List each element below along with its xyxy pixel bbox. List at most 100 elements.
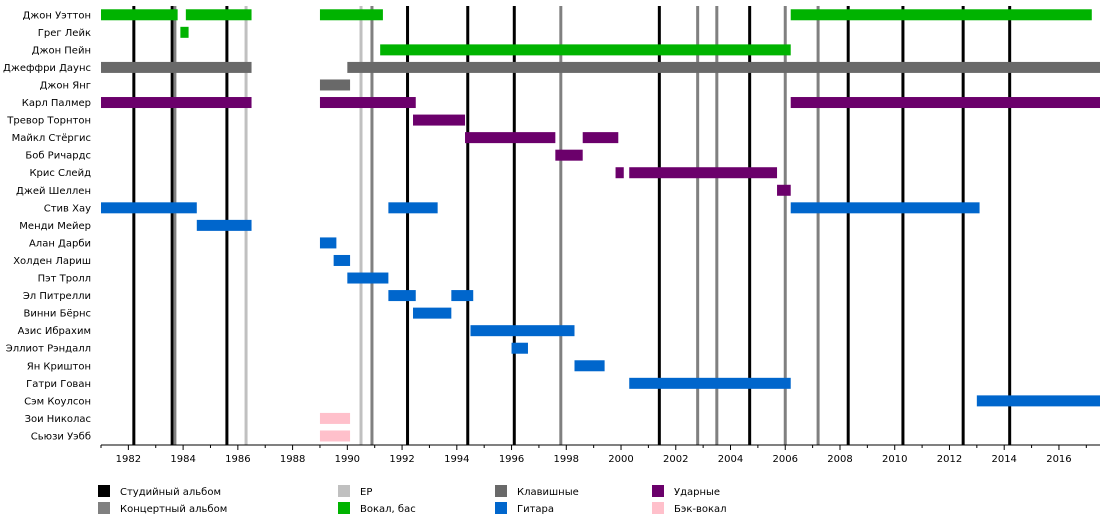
member-label: Менди Мейер [19, 221, 91, 232]
x-tick-label: 2006 [773, 454, 798, 465]
member-bar-keys [347, 61, 1100, 73]
member-bar-guitar [629, 377, 791, 389]
x-tick-label: 1984 [170, 454, 195, 465]
member-label: Джеффри Даунс [3, 63, 91, 74]
member-bar-drums [615, 167, 624, 179]
member-bar-vocals [380, 44, 791, 56]
member-bar-guitar [451, 290, 474, 302]
x-tick-label: 2000 [608, 454, 633, 465]
x-tick-label: 2016 [1046, 454, 1071, 465]
member-labels: Джон Уэттон Грег Лейк Джон Пейн Джеффри Дау… [3, 10, 91, 442]
x-tick-label: 2012 [937, 454, 962, 465]
member-label: Азис Ибрахим [18, 326, 91, 337]
member-label: Эллиот Рэндалл [6, 344, 91, 355]
legend-label-live: Концертный альбом [120, 504, 227, 515]
member-label: Алан Дарби [29, 238, 91, 249]
legend: Студийный альбом Концертный альбом EP Вокал… [98, 485, 727, 515]
x-tick-label: 2010 [882, 454, 907, 465]
legend-swatch-guitar [495, 502, 507, 514]
member-bar-drums [629, 167, 778, 179]
member-label: Тревор Торнтон [6, 116, 91, 127]
member-bar-backing [319, 412, 351, 424]
member-bar-guitar [976, 395, 1100, 407]
x-tick-label: 2002 [663, 454, 688, 465]
member-label: Джон Уэттон [22, 10, 91, 21]
member-label: Боб Ричардс [25, 151, 91, 162]
member-bar-backing [319, 430, 351, 442]
member-bar-guitar [333, 254, 351, 266]
member-bar-guitar [790, 202, 980, 214]
x-tick-label: 1998 [554, 454, 579, 465]
member-label: Пэт Тролл [38, 274, 91, 285]
legend-label-studio: Студийный альбом [120, 487, 221, 498]
x-tick-label: 1992 [389, 454, 414, 465]
member-bar-guitar [101, 202, 197, 214]
member-bar-guitar [196, 219, 252, 231]
x-tick-label: 1996 [499, 454, 524, 465]
x-axis: 1982 1984 1986 1988 1990 1992 1994 1996 1998 2000… [100, 444, 1100, 465]
member-label: Крис Слейд [29, 168, 91, 179]
member-bar-drums [777, 184, 791, 196]
member-label: Ян Криштон [27, 361, 91, 372]
member-bar-drums [790, 97, 1100, 109]
member-label: Карл Палмер [22, 98, 91, 109]
member-label: Сьюзи Уэбб [31, 431, 91, 442]
member-bar-keys [101, 61, 252, 73]
member-bar-drums [319, 97, 416, 109]
x-tick-label: 1986 [225, 454, 250, 465]
legend-swatch-ep [338, 485, 350, 497]
legend-label-keys: Клавишные [517, 487, 579, 498]
legend-swatch-keys [495, 485, 507, 497]
member-label: Майкл Стёргис [12, 133, 91, 144]
member-bar-guitar [470, 325, 575, 337]
member-bar-drums [101, 97, 252, 109]
legend-label-backing: Бэк-вокал [674, 504, 727, 515]
member-bar-vocals [180, 26, 189, 38]
legend-swatch-studio [98, 485, 110, 497]
legend-swatch-live [98, 502, 110, 514]
album-release-lines [132, 6, 1012, 445]
x-tick-label: 2014 [991, 454, 1016, 465]
member-bar-drums [582, 132, 619, 144]
legend-label-vocals: Вокал, бас [360, 504, 416, 515]
member-bar-vocals [185, 9, 252, 21]
member-bar-guitar [511, 342, 528, 354]
member-bar-guitar [319, 237, 337, 249]
member-label: Грег Лейк [38, 28, 91, 39]
legend-label-guitar: Гитара [517, 504, 554, 515]
legend-label-drums: Ударные [674, 487, 720, 498]
legend-swatch-backing [652, 502, 664, 514]
member-label: Винни Бёрнс [23, 309, 91, 320]
legend-swatch-vocals [338, 502, 350, 514]
member-label: Холден Лариш [13, 256, 91, 267]
member-bar-drums [413, 114, 466, 126]
member-label: Стив Хау [44, 203, 91, 214]
legend-swatch-drums [652, 485, 664, 497]
x-tick-label: 1990 [335, 454, 360, 465]
member-bar-drums [465, 132, 556, 144]
member-label: Эл Питрелли [23, 291, 91, 302]
member-bar-guitar [347, 272, 389, 284]
member-label: Гатри Гован [26, 379, 91, 390]
x-tick-label: 1982 [116, 454, 141, 465]
member-bar-drums [555, 149, 583, 161]
x-tick-label: 1988 [280, 454, 305, 465]
member-bar-vocals [101, 9, 178, 21]
x-tick-label: 2008 [827, 454, 852, 465]
member-label: Сэм Коулсон [24, 396, 91, 407]
member-bar-keys [319, 79, 351, 91]
member-bar-vocals [790, 9, 1092, 21]
member-bar-vocals [319, 9, 383, 21]
legend-label-ep: EP [360, 487, 372, 498]
member-label: Джон Пейн [32, 45, 91, 56]
member-bars [101, 9, 1100, 442]
x-tick-label: 2004 [718, 454, 743, 465]
member-label: Джей Шеллен [16, 186, 91, 197]
member-bar-guitar [388, 202, 438, 214]
member-bar-guitar [413, 307, 452, 319]
member-bar-guitar [574, 360, 605, 372]
member-label: Зои Николас [25, 414, 91, 425]
x-tick-label: 1994 [444, 454, 469, 465]
member-bar-guitar [388, 290, 416, 302]
